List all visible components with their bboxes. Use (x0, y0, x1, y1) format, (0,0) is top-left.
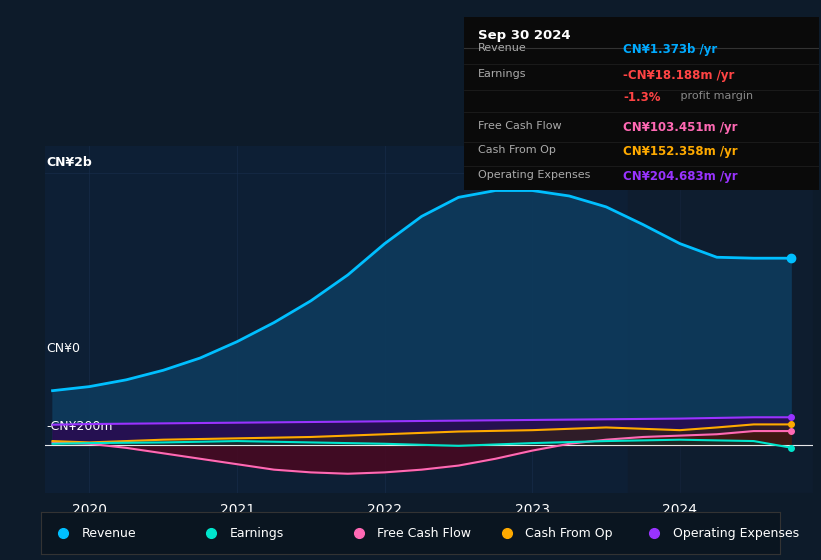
Text: Free Cash Flow: Free Cash Flow (478, 121, 562, 131)
Text: Sep 30 2024: Sep 30 2024 (478, 29, 571, 42)
Text: CN¥2b: CN¥2b (47, 156, 93, 169)
Text: CN¥103.451m /yr: CN¥103.451m /yr (623, 121, 738, 134)
Text: Operating Expenses: Operating Expenses (478, 170, 590, 180)
Text: Cash From Op: Cash From Op (525, 527, 612, 540)
Text: -1.3%: -1.3% (623, 91, 661, 105)
Text: CN¥152.358m /yr: CN¥152.358m /yr (623, 145, 738, 158)
Text: Cash From Op: Cash From Op (478, 145, 556, 155)
Text: Operating Expenses: Operating Expenses (673, 527, 799, 540)
Text: Earnings: Earnings (478, 69, 526, 79)
Text: profit margin: profit margin (677, 91, 753, 101)
Text: Revenue: Revenue (478, 43, 527, 53)
Text: Free Cash Flow: Free Cash Flow (378, 527, 471, 540)
Text: CN¥0: CN¥0 (47, 342, 80, 355)
Bar (628, 146, 813, 493)
Text: -CN¥200m: -CN¥200m (47, 421, 113, 433)
Text: Earnings: Earnings (230, 527, 284, 540)
Text: -CN¥18.188m /yr: -CN¥18.188m /yr (623, 69, 735, 82)
Text: CN¥1.373b /yr: CN¥1.373b /yr (623, 43, 718, 56)
Text: CN¥204.683m /yr: CN¥204.683m /yr (623, 170, 738, 183)
Text: Revenue: Revenue (82, 527, 136, 540)
